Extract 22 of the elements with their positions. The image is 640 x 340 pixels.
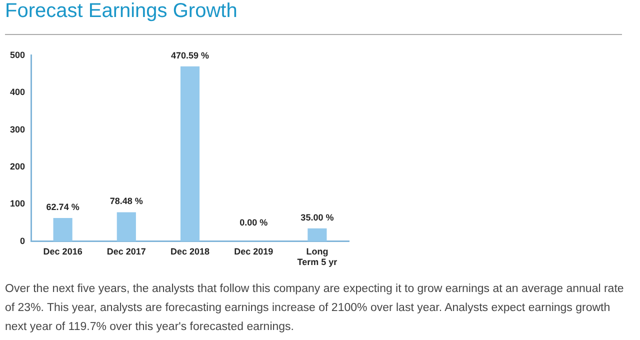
x-tick-label: Long Term 5 yr <box>297 246 338 268</box>
bar <box>116 212 136 242</box>
y-tick-label: 100 <box>10 198 26 209</box>
chart-title: Forecast Earnings Growth <box>5 0 238 23</box>
y-tick-label: 200 <box>10 161 26 172</box>
x-tick-label: Dec 2016 <box>43 246 82 256</box>
text: Over the next five years, the analysts that follow this company are expecting it to grow earnings at an average annual rate of 23%. This year, analysts are forecasting earnings increase of 2100% over last year. Analysts expect earnings growth next year of 119.7% over this year's forecasted earnings. <box>5 282 625 335</box>
data-label: 470.59 % <box>170 50 210 60</box>
y-tick-label: 500 <box>10 50 26 60</box>
data-label: 35.00 % <box>300 212 334 222</box>
y-tick-label: 300 <box>10 124 26 134</box>
bar <box>308 228 327 242</box>
x-tick-label: Dec 2017 <box>106 246 146 256</box>
data-label: 78.48 % <box>110 196 143 206</box>
x-tick-label: Dec 2018 <box>170 246 210 256</box>
data-label: 0.00 % <box>240 217 268 228</box>
bar <box>180 66 200 242</box>
x-tick-label: Dec 2019 <box>234 246 274 256</box>
y-tick-label: 0 <box>20 236 26 246</box>
data-label: 62.74 % <box>46 202 80 212</box>
bar <box>53 218 72 242</box>
y-tick-label: 400 <box>10 87 26 98</box>
